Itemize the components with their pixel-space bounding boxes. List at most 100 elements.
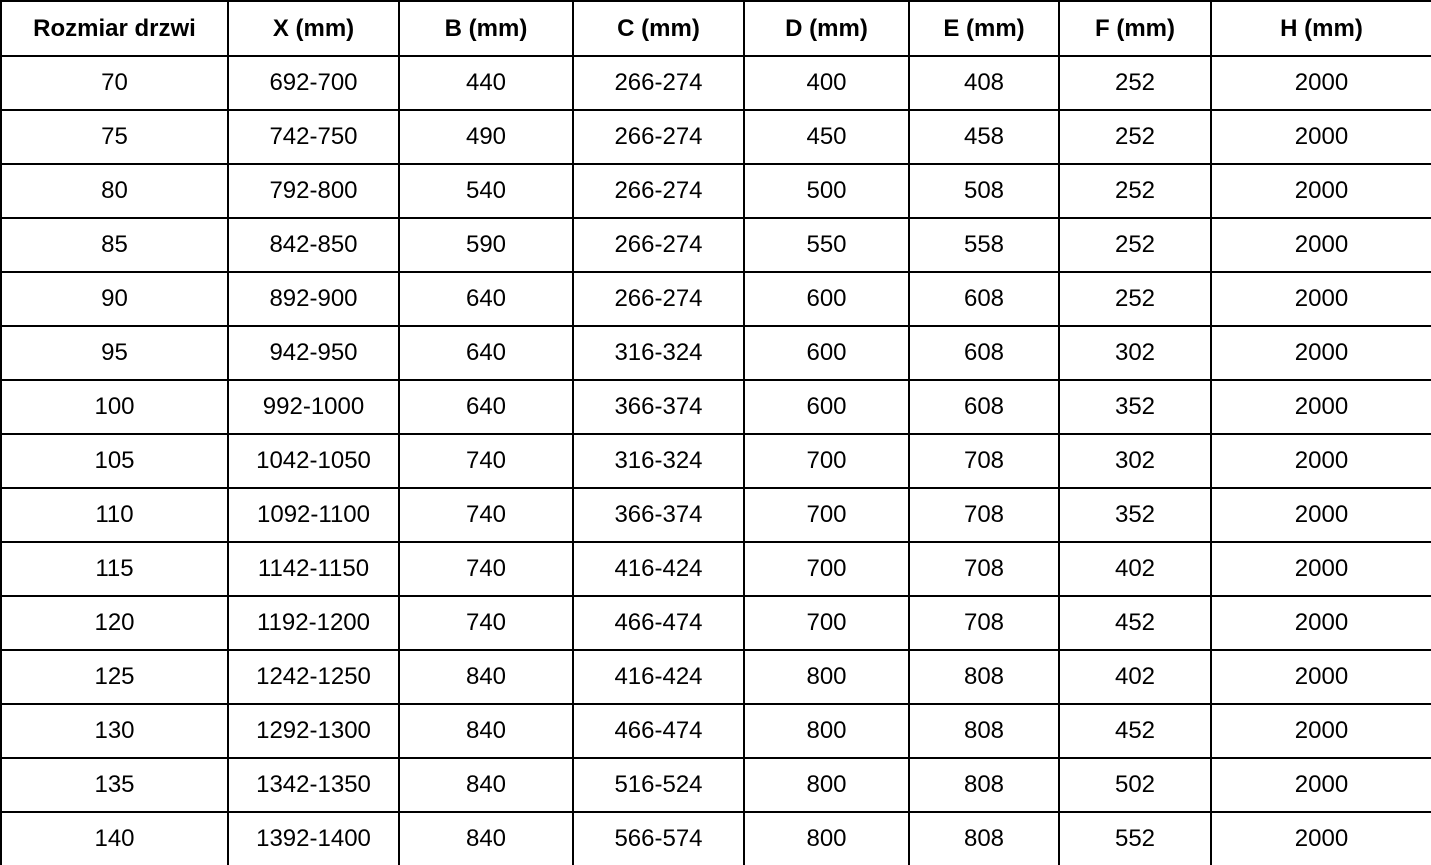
table-cell: 992-1000: [227, 379, 400, 435]
table-cell: 1192-1200: [227, 595, 400, 651]
table-cell: 252: [1058, 217, 1212, 273]
table-cell: 708: [908, 487, 1060, 543]
table-row: 110 1092-1100 740 366-374 700 708 352 2000: [0, 487, 1431, 543]
table-cell: 600: [743, 379, 910, 435]
table-cell: 2000: [1210, 811, 1431, 865]
table-cell: 2000: [1210, 757, 1431, 813]
table-cell: 742-750: [227, 109, 400, 165]
table-cell: 808: [908, 811, 1060, 865]
table-cell: 608: [908, 271, 1060, 327]
table-cell: 502: [1058, 757, 1212, 813]
table-cell: 452: [1058, 703, 1212, 759]
table-cell: 800: [743, 703, 910, 759]
table-cell: 740: [398, 433, 574, 489]
table-cell: 366-374: [572, 487, 745, 543]
table-row: 100 992-1000 640 366-374 600 608 352 2000: [0, 379, 1431, 435]
table-cell: 85: [0, 217, 229, 273]
table-cell: 450: [743, 109, 910, 165]
table-cell: 640: [398, 325, 574, 381]
table-cell: 120: [0, 595, 229, 651]
table-cell: 110: [0, 487, 229, 543]
table-row: 125 1242-1250 840 416-424 800 808 402 2000: [0, 649, 1431, 705]
table-cell: 352: [1058, 487, 1212, 543]
table-cell: 800: [743, 757, 910, 813]
table-cell: 2000: [1210, 649, 1431, 705]
table-cell: 266-274: [572, 55, 745, 111]
table-cell: 740: [398, 487, 574, 543]
table-body: 70 692-700 440 266-274 400 408 252 2000 75 742-75…: [0, 55, 1431, 865]
table-cell: 942-950: [227, 325, 400, 381]
table-cell: 490: [398, 109, 574, 165]
table-cell: 316-324: [572, 433, 745, 489]
column-header-0: Rozmiar drzwi: [0, 0, 229, 57]
table-cell: 2000: [1210, 163, 1431, 219]
table-cell: 2000: [1210, 271, 1431, 327]
table-row: 90 892-900 640 266-274 600 608 252 2000: [0, 271, 1431, 327]
table-cell: 640: [398, 271, 574, 327]
table-cell: 1392-1400: [227, 811, 400, 865]
table-cell: 352: [1058, 379, 1212, 435]
table-cell: 2000: [1210, 595, 1431, 651]
table-cell: 608: [908, 325, 1060, 381]
table-cell: 408: [908, 55, 1060, 111]
table-row: 120 1192-1200 740 466-474 700 708 452 2000: [0, 595, 1431, 651]
table-cell: 516-524: [572, 757, 745, 813]
table-row: 105 1042-1050 740 316-324 700 708 302 2000: [0, 433, 1431, 489]
column-header-6: F (mm): [1058, 0, 1212, 57]
table-cell: 740: [398, 541, 574, 597]
table-cell: 1142-1150: [227, 541, 400, 597]
table-cell: 266-274: [572, 109, 745, 165]
table-cell: 840: [398, 811, 574, 865]
table-cell: 840: [398, 757, 574, 813]
table-cell: 2000: [1210, 55, 1431, 111]
table-cell: 266-274: [572, 217, 745, 273]
table-cell: 608: [908, 379, 1060, 435]
table-cell: 600: [743, 325, 910, 381]
table-row: 115 1142-1150 740 416-424 700 708 402 2000: [0, 541, 1431, 597]
table-cell: 708: [908, 595, 1060, 651]
table-cell: 500: [743, 163, 910, 219]
table-cell: 252: [1058, 271, 1212, 327]
table-cell: 600: [743, 271, 910, 327]
table-cell: 540: [398, 163, 574, 219]
table-cell: 808: [908, 649, 1060, 705]
table-row: 75 742-750 490 266-274 450 458 252 2000: [0, 109, 1431, 165]
table-row: 140 1392-1400 840 566-574 800 808 552 2000: [0, 811, 1431, 865]
table-cell: 416-424: [572, 541, 745, 597]
table-row: 135 1342-1350 840 516-524 800 808 502 2000: [0, 757, 1431, 813]
table-cell: 842-850: [227, 217, 400, 273]
table-cell: 2000: [1210, 379, 1431, 435]
table-cell: 1342-1350: [227, 757, 400, 813]
column-header-5: E (mm): [908, 0, 1060, 57]
table-cell: 550: [743, 217, 910, 273]
table-cell: 800: [743, 811, 910, 865]
table-cell: 252: [1058, 109, 1212, 165]
table-cell: 140: [0, 811, 229, 865]
header-row: Rozmiar drzwi X (mm) B (mm) C (mm) D (mm) E (…: [0, 0, 1431, 57]
column-header-7: H (mm): [1210, 0, 1431, 57]
table-cell: 700: [743, 541, 910, 597]
table-cell: 840: [398, 649, 574, 705]
table-cell: 2000: [1210, 217, 1431, 273]
table-cell: 70: [0, 55, 229, 111]
table-cell: 800: [743, 649, 910, 705]
table-cell: 808: [908, 703, 1060, 759]
table-cell: 708: [908, 433, 1060, 489]
table-cell: 2000: [1210, 325, 1431, 381]
table-cell: 1292-1300: [227, 703, 400, 759]
table-cell: 105: [0, 433, 229, 489]
table-cell: 552: [1058, 811, 1212, 865]
table-cell: 252: [1058, 55, 1212, 111]
column-header-2: B (mm): [398, 0, 574, 57]
table-row: 70 692-700 440 266-274 400 408 252 2000: [0, 55, 1431, 111]
table-cell: 508: [908, 163, 1060, 219]
table-cell: 708: [908, 541, 1060, 597]
table-cell: 402: [1058, 649, 1212, 705]
table-cell: 75: [0, 109, 229, 165]
table-row: 85 842-850 590 266-274 550 558 252 2000: [0, 217, 1431, 273]
table-cell: 252: [1058, 163, 1212, 219]
column-header-1: X (mm): [227, 0, 400, 57]
table-cell: 402: [1058, 541, 1212, 597]
